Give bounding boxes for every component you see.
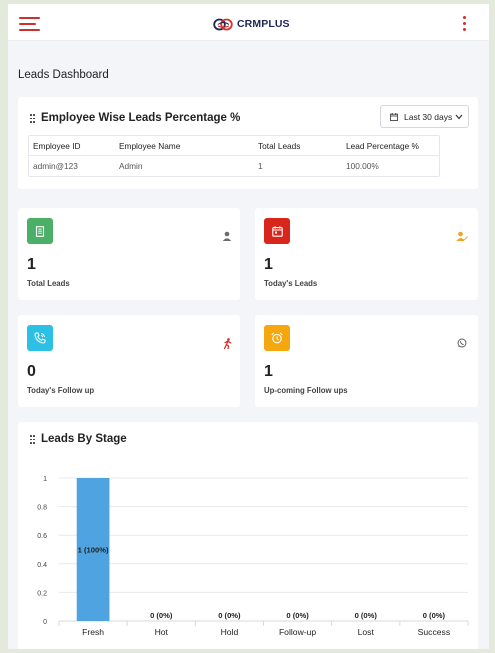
- y-tick-label: 0.4: [37, 562, 47, 569]
- todays-leads-card[interactable]: 1 Today's Leads: [255, 208, 478, 300]
- y-tick-label: 1: [43, 476, 47, 483]
- y-tick-label: 0.8: [37, 505, 47, 512]
- table-cell: 1: [258, 161, 263, 171]
- data-label: 0 (0%): [286, 611, 309, 620]
- leads-by-stage-title: Leads By Stage: [41, 433, 127, 445]
- employee-leads-card: Employee Wise Leads Percentage % Last 30…: [18, 97, 478, 189]
- column-header: Lead Percentage %: [346, 141, 419, 151]
- vertical-dots-icon[interactable]: [462, 16, 468, 32]
- employee-leads-title: Employee Wise Leads Percentage %: [41, 112, 241, 124]
- stat-label: Total Leads: [27, 279, 70, 288]
- app-frame: CRMPLUS Leads Dashboard Employee Wise Le…: [8, 4, 489, 649]
- x-tick-label: Success: [418, 627, 450, 637]
- data-label: 0 (0%): [150, 611, 173, 620]
- x-tick-label: Hot: [155, 627, 169, 637]
- stat-value: 1: [264, 256, 273, 273]
- table-header-row: Employee ID Employee Name Total Leads Le…: [29, 136, 439, 156]
- whatsapp-icon: [456, 337, 468, 349]
- calendar-icon: [264, 218, 290, 244]
- date-range-label: Last 30 days: [404, 111, 453, 122]
- stat-value: 1: [27, 256, 36, 273]
- document-icon: [27, 218, 53, 244]
- stat-label: Today's Leads: [264, 279, 318, 288]
- hamburger-icon[interactable]: [19, 16, 40, 32]
- user-edit-icon: [456, 230, 468, 242]
- chevron-down-icon: [455, 114, 463, 119]
- stat-label: Up-coming Follow ups: [264, 386, 348, 395]
- table-cell: 100.00%: [346, 161, 379, 171]
- data-label: 0 (0%): [355, 611, 378, 620]
- running-person-icon: [221, 337, 233, 349]
- y-tick-label: 0.6: [37, 533, 47, 540]
- brand-name: CRMPLUS: [237, 18, 290, 30]
- column-header: Employee ID: [33, 141, 81, 151]
- leads-by-stage-card: Leads By Stage 0 0.2 0.4 0.6 0.8 1 1 (100%) Fre…: [18, 422, 478, 649]
- bar: [76, 478, 110, 621]
- data-label: 0 (0%): [218, 611, 241, 620]
- user-icon: [221, 230, 233, 242]
- drag-handle-icon[interactable]: [30, 114, 35, 123]
- y-tick-label: 0.2: [37, 590, 47, 597]
- page-title: Leads Dashboard: [18, 69, 109, 81]
- table-row: admin@123 Admin 1 100.00%: [29, 156, 439, 176]
- calendar-icon: [390, 112, 398, 121]
- stat-label: Today's Follow up: [27, 386, 95, 395]
- brand-logo[interactable]: CRMPLUS: [213, 16, 290, 32]
- alarm-clock-icon: [264, 325, 290, 351]
- x-tick-label: Follow-up: [279, 627, 316, 637]
- x-tick-label: Hold: [221, 627, 239, 637]
- stat-value: 0: [27, 363, 36, 380]
- table-cell: Admin: [119, 161, 143, 171]
- stat-value: 1: [264, 363, 273, 380]
- leads-by-stage-chart: 0 0.2 0.4 0.6 0.8 1 1 (100%) Fresh 0 (0%) Hot 0 (0…: [37, 476, 469, 637]
- x-tick-label: Lost: [358, 627, 375, 637]
- x-tick-label: Fresh: [82, 627, 104, 637]
- upcoming-follow-ups-card[interactable]: 1 Up-coming Follow ups: [255, 315, 478, 407]
- table-cell: admin@123: [33, 161, 78, 171]
- date-range-dropdown[interactable]: Last 30 days: [380, 105, 469, 128]
- column-header: Total Leads: [258, 141, 301, 151]
- column-header: Employee Name: [119, 141, 181, 151]
- todays-follow-up-card[interactable]: 0 Today's Follow up: [18, 315, 240, 407]
- drag-handle-icon[interactable]: [30, 435, 35, 444]
- total-leads-card[interactable]: 1 Total Leads: [18, 208, 240, 300]
- top-bar: CRMPLUS: [8, 4, 489, 41]
- data-label: 1 (100%): [78, 546, 109, 555]
- data-label: 0 (0%): [423, 611, 446, 620]
- phone-icon: [27, 325, 53, 351]
- employee-leads-table: Employee ID Employee Name Total Leads Le…: [28, 135, 440, 177]
- y-tick-label: 0: [43, 619, 47, 626]
- crmplus-logo-icon: [213, 18, 233, 30]
